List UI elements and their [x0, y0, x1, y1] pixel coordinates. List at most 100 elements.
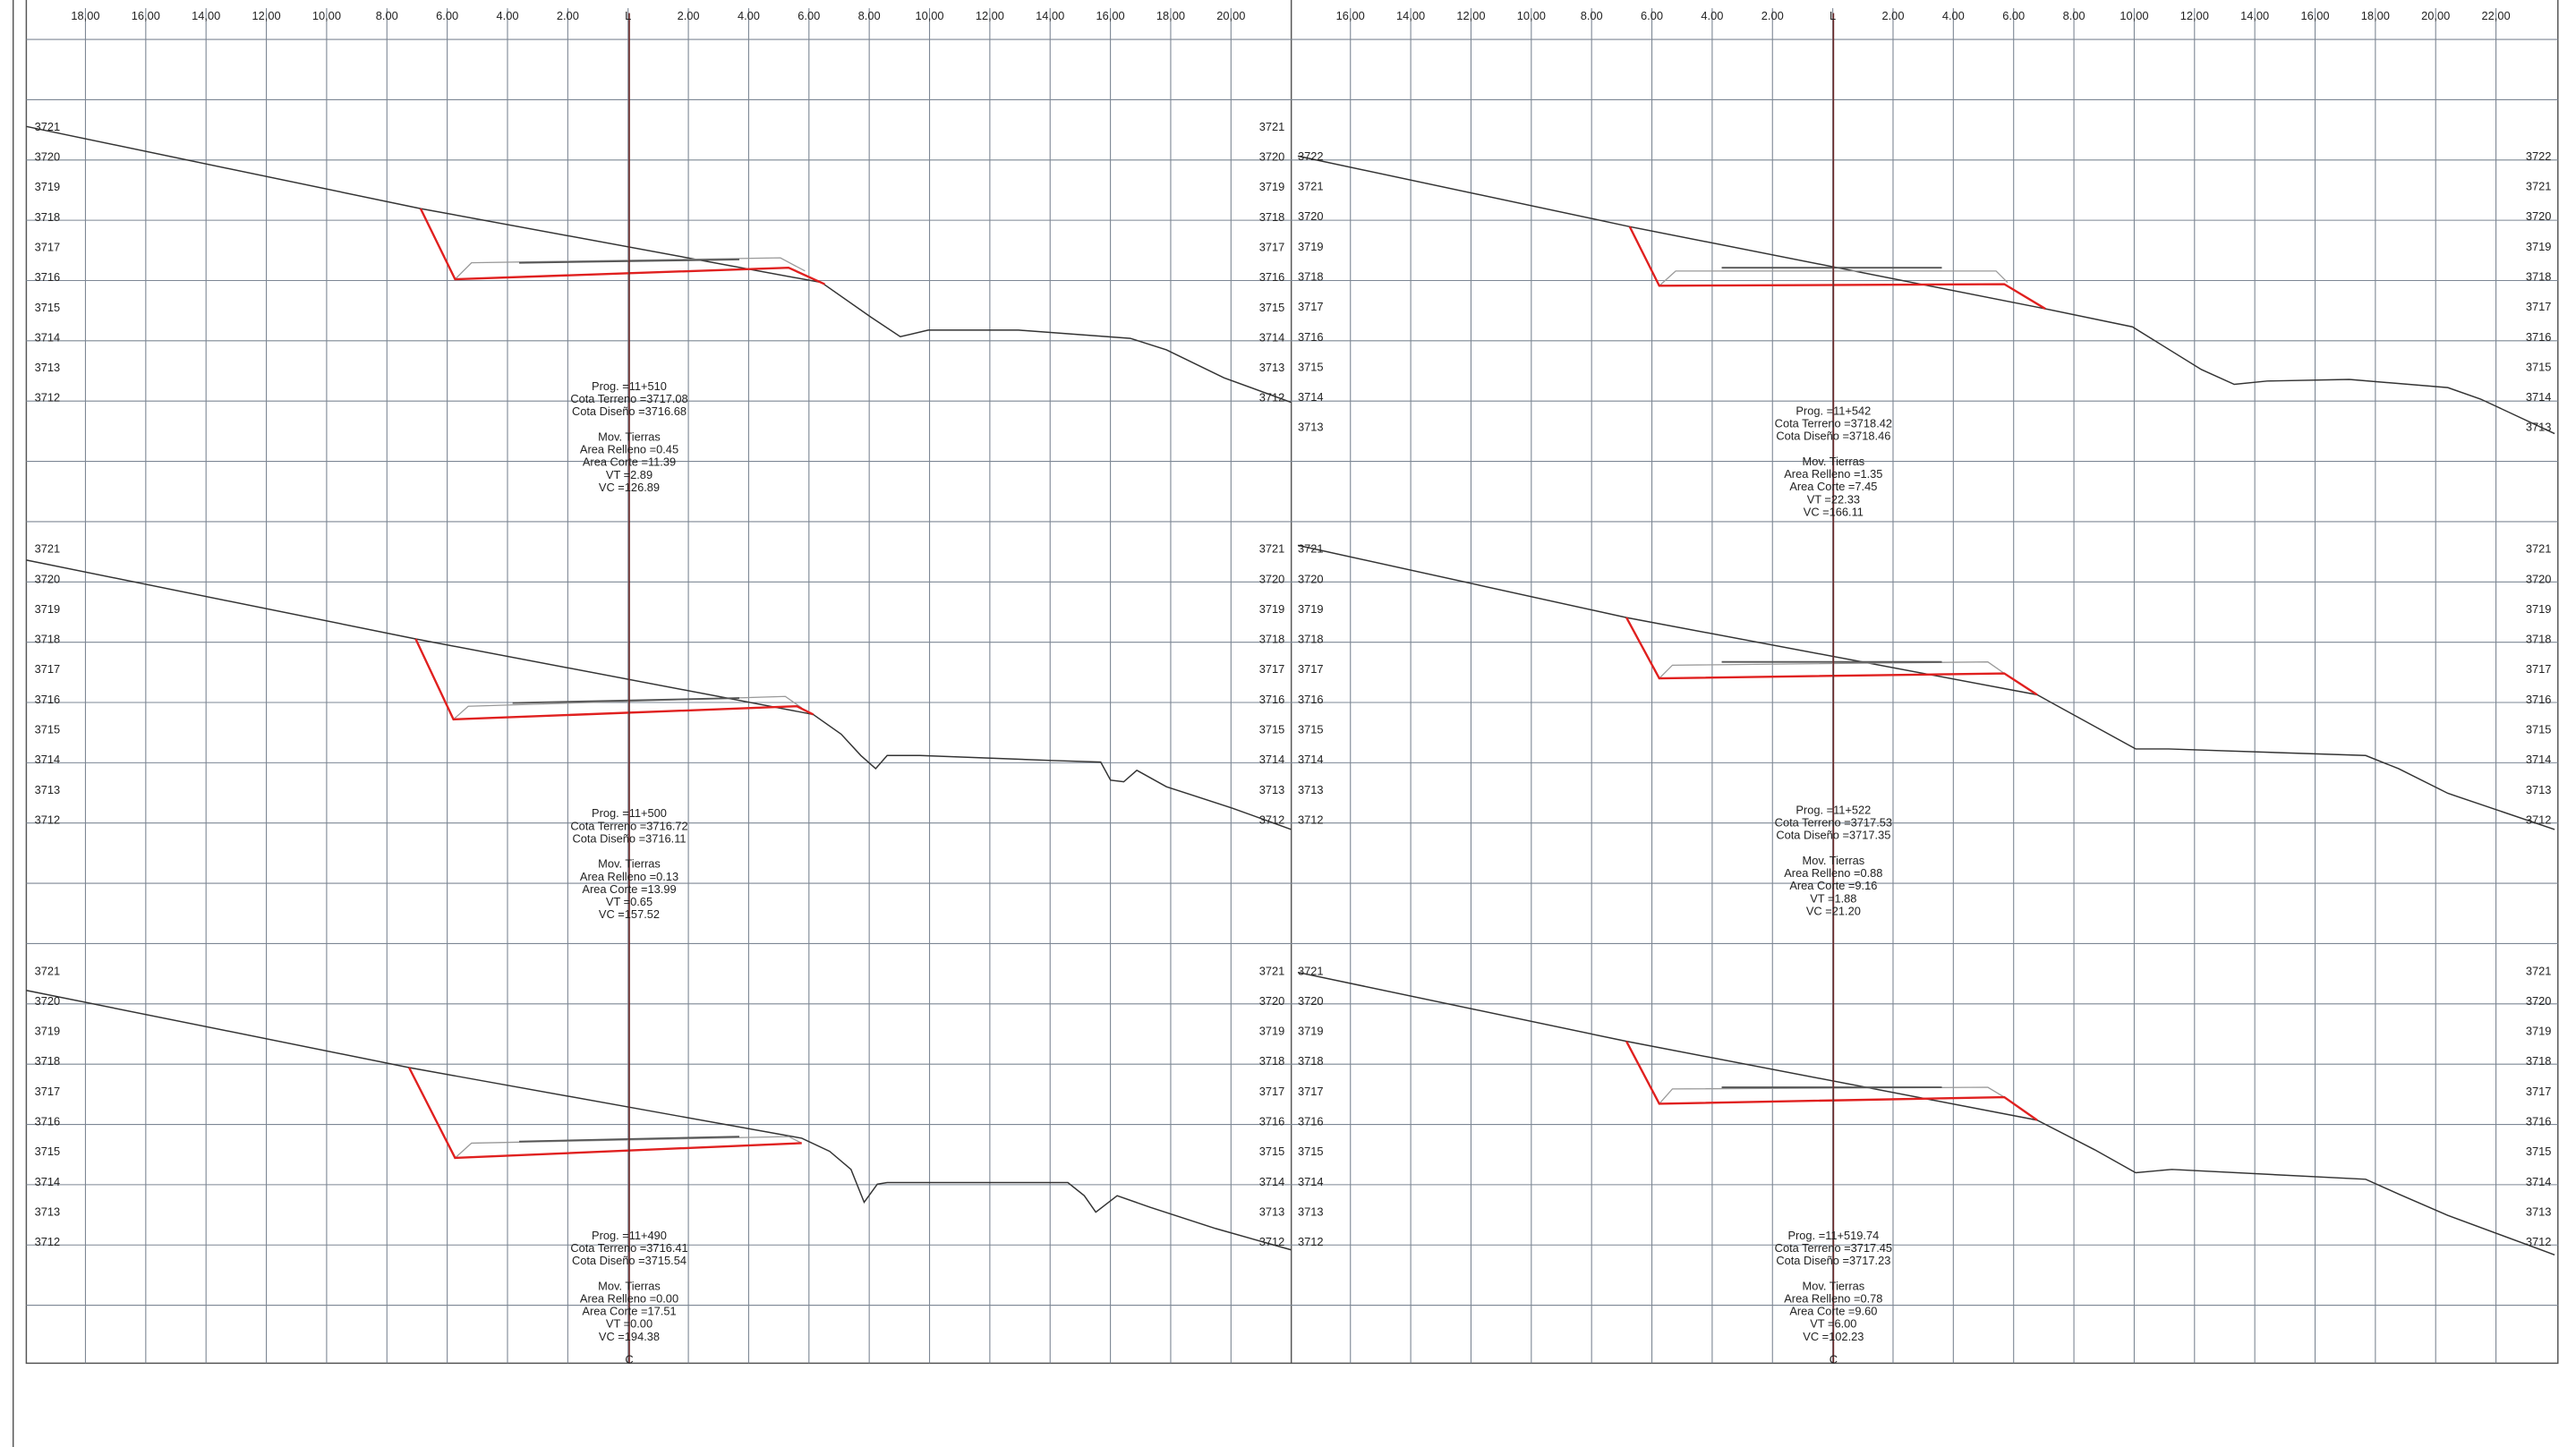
section-info: Cota Diseño =3716.11 — [572, 831, 686, 845]
elevation-label: 3717 — [1298, 1085, 1324, 1098]
section-info: Prog. =11+510 — [592, 379, 667, 393]
offset-label: 4.00 — [738, 9, 760, 22]
offset-label: L — [1830, 9, 1836, 22]
offset-label: 8.00 — [858, 9, 881, 22]
elevation-label: 3719 — [1298, 1025, 1324, 1038]
labels: 18,00 16,00 14,00 12,00 10,00 8.00 6.00 4.00 2.0… — [35, 9, 2552, 1343]
elevation-label: 3721 — [1259, 120, 1285, 133]
elevation-label: 3715 — [2526, 360, 2552, 373]
centerline-label: C — [625, 1352, 633, 1366]
design — [1625, 617, 2038, 696]
offset-label: 2.00 — [1761, 9, 1784, 22]
elevation-label: 3714 — [1298, 753, 1324, 766]
section-info: Mov. Tierras — [1803, 854, 1865, 867]
terrain — [26, 559, 1292, 830]
offset-label: 10,00 — [312, 9, 341, 22]
elevation-label: 3716 — [1298, 1115, 1324, 1128]
elevation-label: 3716 — [2526, 693, 2552, 706]
section-info: Cota Diseño =3716.68 — [572, 404, 687, 418]
elevation-label: 3717 — [35, 240, 61, 253]
elevation-label: 3722 — [1298, 149, 1324, 163]
offset-label: 6.00 — [436, 9, 458, 22]
elevation-label: 3718 — [2526, 270, 2552, 284]
section-info: Prog. =11+542 — [1796, 404, 1871, 417]
section-info: VC =194.38 — [599, 1330, 660, 1343]
offset-label: 16,00 — [2300, 9, 2329, 22]
offset-label: 14,00 — [192, 9, 220, 22]
section-info: Area Corte =11.39 — [583, 455, 676, 469]
elevation-label: 3719 — [1298, 240, 1324, 253]
section-info: Prog. =11+500 — [592, 806, 667, 820]
elevation-label: 3719 — [1259, 180, 1285, 193]
pavement — [454, 257, 806, 280]
elevation-label: 3712 — [1298, 813, 1324, 826]
elevation-label: 3719 — [35, 602, 61, 616]
elevation-label: 3712 — [1259, 813, 1285, 826]
section-info: Mov. Tierras — [1803, 455, 1865, 468]
elevation-label: 3720 — [2526, 572, 2552, 585]
elevation-label: 3722 — [2526, 149, 2552, 163]
elevation-label: 3712 — [1298, 1235, 1324, 1248]
elevation-label: 3714 — [35, 753, 61, 766]
elevation-label: 3713 — [2526, 783, 2552, 796]
terrain — [1297, 155, 2555, 435]
offset-label: 2.00 — [678, 9, 700, 22]
offset-label: 6.00 — [2002, 9, 2025, 22]
section-info: Area Corte =13.99 — [582, 882, 676, 896]
section-info: VT =1.88 — [1810, 891, 1856, 905]
elevation-label: 3718 — [1298, 1054, 1324, 1068]
offset-label: 20,00 — [1216, 9, 1245, 22]
section-info: Cota Diseño =3715.54 — [572, 1254, 687, 1267]
elevation-label: 3720 — [1259, 994, 1285, 1008]
elevation-label: 3713 — [35, 361, 61, 374]
elevation-label: 3718 — [2526, 1054, 2552, 1068]
elevation-label: 3715 — [35, 301, 61, 314]
elevation-label: 3714 — [35, 330, 61, 344]
section-info: Area Corte =9.16 — [1789, 879, 1877, 892]
pavement — [1659, 661, 2005, 679]
elevation-label: 3712 — [1259, 391, 1285, 404]
section-info: Area Relleno =0.78 — [1784, 1291, 1882, 1305]
elevation-label: 3718 — [35, 210, 61, 224]
elevation-label: 3712 — [2526, 813, 2552, 826]
elevation-label: 3713 — [1298, 421, 1324, 434]
elevation-label: 3716 — [1259, 270, 1285, 284]
elevation-label: 3713 — [1259, 361, 1285, 374]
elevation-label: 3717 — [2526, 1085, 2552, 1098]
terrain — [26, 125, 1292, 404]
elevation-label: 3717 — [35, 1085, 61, 1098]
offset-label: 20,00 — [2421, 9, 2450, 22]
section-info: Area Relleno =1.35 — [1784, 467, 1882, 481]
section-info: Prog. =11+522 — [1796, 803, 1871, 816]
section-info: Cota Terreno =3716.72 — [570, 819, 687, 832]
pavement — [455, 1136, 803, 1159]
section-info: Cota Diseño =3717.35 — [1776, 829, 1890, 842]
elevation-label: 3721 — [1259, 542, 1285, 556]
elevation-label: 3715 — [1298, 722, 1324, 736]
offset-label: 16,00 — [1096, 9, 1125, 22]
section-info: Prog. =11+490 — [592, 1229, 667, 1242]
offset-label: 22,00 — [2482, 9, 2511, 22]
elevation-label: 3713 — [1298, 1204, 1324, 1218]
elevation-label: 3720 — [35, 150, 61, 164]
section-info: Cota Diseño =3717.23 — [1776, 1254, 1890, 1267]
section-info: Mov. Tierras — [598, 430, 661, 443]
elevation-label: 3718 — [1298, 633, 1324, 646]
section-info: VT =6.00 — [1810, 1317, 1856, 1331]
section-info: Cota Terreno =3717.45 — [1775, 1241, 1892, 1255]
offset-label: 2.00 — [1881, 9, 1904, 22]
elevation-label: 3721 — [2526, 964, 2552, 977]
offset-label: 4.00 — [1701, 9, 1723, 22]
elevation-label: 3717 — [2526, 662, 2552, 676]
section-info: Cota Terreno =3716.41 — [570, 1241, 687, 1255]
offset-label: 8.00 — [2063, 9, 2086, 22]
elevation-label: 3714 — [2526, 390, 2552, 404]
section-info: VT =2.89 — [606, 468, 653, 481]
elevation-label: 3717 — [1298, 300, 1324, 313]
elevation-label: 3721 — [1298, 542, 1324, 556]
elevation-label: 3720 — [2526, 994, 2552, 1008]
terrain — [1297, 544, 2555, 830]
elevation-label: 3712 — [35, 391, 61, 404]
elevation-label: 3713 — [2526, 421, 2552, 434]
elevation-label: 3712 — [35, 813, 61, 826]
